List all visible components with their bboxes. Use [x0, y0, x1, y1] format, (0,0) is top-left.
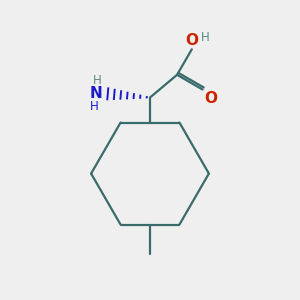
Text: O: O	[204, 91, 217, 106]
Text: N: N	[89, 86, 102, 101]
Text: O: O	[185, 33, 198, 48]
Text: H: H	[201, 31, 209, 44]
Text: H: H	[90, 100, 99, 113]
Text: H: H	[93, 74, 101, 87]
